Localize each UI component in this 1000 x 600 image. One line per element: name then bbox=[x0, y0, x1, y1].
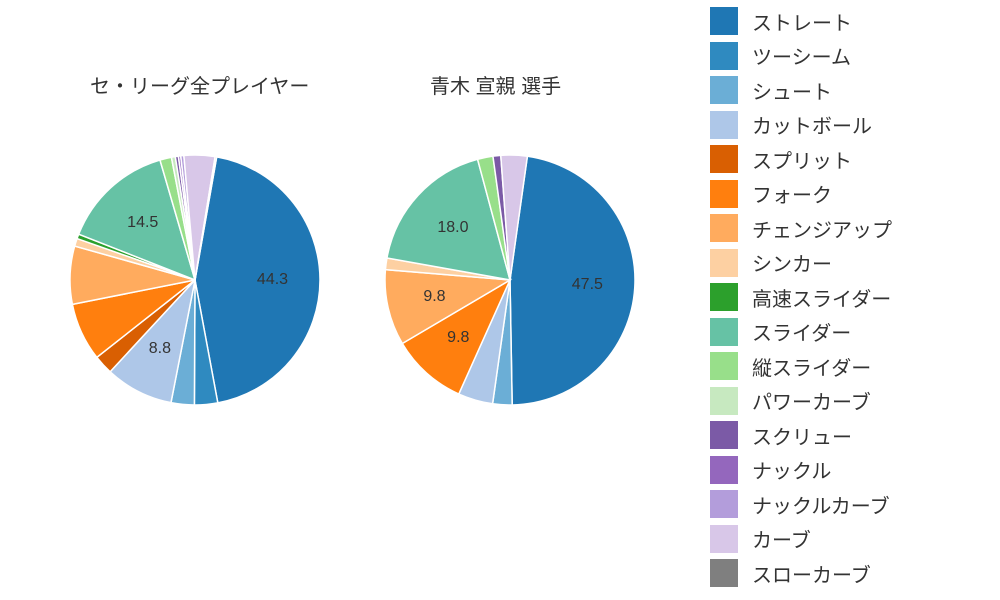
legend-label: カーブ bbox=[752, 524, 811, 553]
chart-title-right: 青木 宣親 選手 bbox=[430, 70, 561, 99]
legend-swatch bbox=[710, 42, 738, 70]
legend-label: フォーク bbox=[752, 179, 832, 208]
pie-value-label: 8.8 bbox=[149, 340, 171, 358]
legend-label: ナックル bbox=[752, 455, 831, 484]
legend-swatch bbox=[710, 559, 738, 587]
legend-swatch bbox=[710, 525, 738, 553]
legend-swatch bbox=[710, 352, 738, 380]
legend-label: スライダー bbox=[752, 317, 851, 346]
legend-swatch bbox=[710, 283, 738, 311]
legend-label: チェンジアップ bbox=[752, 214, 892, 243]
pie-value-label: 9.8 bbox=[423, 288, 445, 306]
legend-item-split: スプリット bbox=[710, 142, 990, 177]
legend-label: 縦スライダー bbox=[752, 352, 871, 381]
legend-label: 高速スライダー bbox=[752, 283, 891, 312]
legend-item-slider: スライダー bbox=[710, 315, 990, 350]
legend-swatch bbox=[710, 318, 738, 346]
legend-swatch bbox=[710, 421, 738, 449]
legend-swatch bbox=[710, 180, 738, 208]
pie-value-label: 44.3 bbox=[257, 271, 288, 289]
legend: ストレートツーシームシュートカットボールスプリットフォークチェンジアップシンカー… bbox=[710, 4, 990, 591]
pie-value-label: 14.5 bbox=[127, 214, 158, 232]
legend-item-straight: ストレート bbox=[710, 4, 990, 39]
legend-label: シュート bbox=[752, 76, 832, 105]
legend-label: ナックルカーブ bbox=[752, 490, 890, 519]
pie-value-label: 18.0 bbox=[437, 219, 468, 237]
legend-swatch bbox=[710, 456, 738, 484]
pie-chart-left: 44.3 8.8 14.5 bbox=[70, 155, 320, 405]
legend-item-hislider: 高速スライダー bbox=[710, 280, 990, 315]
legend-item-shoot: シュート bbox=[710, 73, 990, 108]
pie-value-label: 47.5 bbox=[572, 276, 603, 294]
legend-item-changeup: チェンジアップ bbox=[710, 211, 990, 246]
legend-item-knuckle: ナックル bbox=[710, 453, 990, 488]
chart-title-left: セ・リーグ全プレイヤー bbox=[90, 70, 309, 99]
legend-label: ツーシーム bbox=[752, 41, 851, 70]
legend-item-fork: フォーク bbox=[710, 177, 990, 212]
legend-swatch bbox=[710, 145, 738, 173]
legend-item-curve: カーブ bbox=[710, 522, 990, 557]
legend-item-sinker: シンカー bbox=[710, 246, 990, 281]
legend-label: シンカー bbox=[752, 248, 832, 277]
legend-swatch bbox=[710, 490, 738, 518]
legend-item-knucklecurve: ナックルカーブ bbox=[710, 487, 990, 522]
legend-label: スプリット bbox=[752, 145, 852, 174]
legend-swatch bbox=[710, 214, 738, 242]
legend-item-powercurve: パワーカーブ bbox=[710, 384, 990, 419]
legend-label: スローカーブ bbox=[752, 559, 871, 588]
legend-label: パワーカーブ bbox=[752, 386, 871, 415]
legend-label: ストレート bbox=[752, 7, 852, 36]
legend-swatch bbox=[710, 387, 738, 415]
legend-label: スクリュー bbox=[752, 421, 852, 450]
legend-swatch bbox=[710, 7, 738, 35]
chart-canvas: セ・リーグ全プレイヤー 44.3 8.8 14.5 青木 宣親 選手 47.5 9.8… bbox=[0, 0, 1000, 600]
pie-chart-right: 47.5 9.8 9.8 18.0 bbox=[385, 155, 635, 405]
legend-item-twoseam: ツーシーム bbox=[710, 39, 990, 74]
legend-item-cutball: カットボール bbox=[710, 108, 990, 143]
legend-swatch bbox=[710, 111, 738, 139]
legend-item-slowcurve: スローカーブ bbox=[710, 556, 990, 591]
legend-swatch bbox=[710, 76, 738, 104]
pie-value-label: 9.8 bbox=[447, 329, 469, 347]
legend-label: カットボール bbox=[752, 110, 872, 139]
legend-item-screw: スクリュー bbox=[710, 418, 990, 453]
legend-swatch bbox=[710, 249, 738, 277]
legend-item-vslider: 縦スライダー bbox=[710, 349, 990, 384]
